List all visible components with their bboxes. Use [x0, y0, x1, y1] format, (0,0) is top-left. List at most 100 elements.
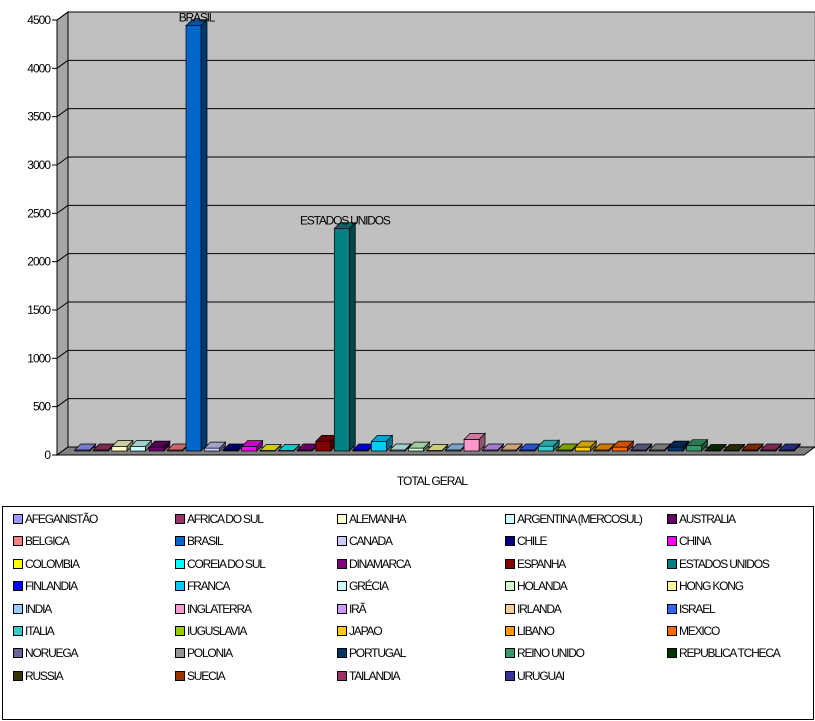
legend-item: COLOMBIA — [13, 556, 80, 572]
legend-item: REPUBLICA TCHECA — [667, 645, 781, 661]
legend-label: IRLANDA — [517, 601, 562, 616]
bar-top — [481, 443, 505, 451]
legend-swatch — [505, 603, 515, 614]
legend-swatch — [505, 558, 515, 569]
bar-front — [111, 446, 128, 452]
legend-swatch — [13, 648, 23, 659]
legend-label: CANADA — [349, 534, 393, 549]
legend-swatch — [505, 536, 515, 547]
legend-item: CANADA — [337, 533, 393, 549]
bar-top — [500, 443, 523, 451]
legend-swatch — [175, 670, 185, 681]
bar-top — [277, 444, 301, 451]
legend-item: JAPAO — [337, 623, 383, 639]
legend-item: COREIA DO SUL — [175, 556, 266, 572]
legend-label: CHILE — [517, 534, 548, 549]
legend-label: REINO UNIDO — [517, 646, 585, 661]
legend-swatch — [13, 670, 23, 681]
legend-swatch — [667, 536, 677, 547]
bar-top — [611, 440, 635, 448]
legend-label: REPUBLICA TCHECA — [679, 646, 781, 661]
bar-noruega — [630, 443, 653, 452]
legend-swatch — [13, 581, 23, 592]
bar-portugal — [667, 440, 690, 452]
legend-swatch — [175, 648, 185, 659]
legend-swatch — [667, 581, 677, 592]
bar-top — [129, 440, 153, 447]
legend-label: AFRICA DO SUL — [187, 512, 264, 526]
legend-item: PORTUGAL — [337, 645, 406, 661]
bar-front — [463, 439, 480, 452]
y-tick-label: 4000 — [27, 61, 51, 75]
legend-label: MEXICO — [679, 624, 720, 638]
legend-label: ALEMANHA — [349, 512, 407, 526]
bars — [73, 18, 802, 452]
plot-walls — [55, 11, 815, 456]
bar-front — [148, 446, 165, 452]
legend-item: HONG KONG — [667, 578, 744, 594]
legend-swatch — [13, 558, 23, 569]
bar-inglaterra — [463, 432, 486, 452]
gridline-depth — [56, 156, 69, 166]
legend-label: JAPAO — [349, 624, 383, 638]
gridline-depth — [56, 108, 69, 118]
bar-front — [185, 25, 202, 452]
legend-item: CHILE — [505, 533, 548, 549]
side-wall — [56, 11, 69, 456]
y-tick-label: 500 — [33, 400, 51, 414]
legend-label: AUSTRALIA — [679, 512, 736, 526]
legend-item: IRLANDA — [505, 601, 562, 617]
bar-top — [111, 440, 134, 447]
bar-top — [426, 444, 449, 451]
legend-item: CHINA — [667, 533, 712, 549]
legend-swatch — [175, 558, 185, 569]
legend-item: GRÉCIA — [337, 578, 389, 594]
legend-item: IUGUSLAVIA — [175, 623, 247, 639]
bar-holanda — [407, 441, 431, 452]
legend-item: NORUEGA — [13, 645, 78, 661]
legend-item: MEXICO — [667, 623, 720, 639]
legend-swatch — [505, 670, 515, 681]
legend-label: ARGENTINA (MERCOSUL) — [517, 512, 643, 526]
y-tick-label: 2000 — [27, 255, 51, 269]
legend-swatch — [337, 603, 347, 614]
legend-swatch — [337, 670, 347, 681]
legend-label: COLOMBIA — [25, 556, 80, 571]
bar-top — [574, 440, 598, 448]
legend-item: INDIA — [13, 601, 52, 617]
gridline-depth — [56, 349, 69, 359]
data-label: BRASIL — [179, 11, 216, 25]
y-tick-label: 4500 — [27, 13, 51, 27]
x-axis-label: TOTAL GERAL — [397, 474, 468, 488]
legend-item: RUSSIA — [13, 668, 64, 684]
bar-argentina-mercosul- — [129, 439, 153, 452]
bar-hong-kong — [426, 443, 449, 452]
legend-swatch — [13, 536, 23, 547]
legend-swatch — [175, 603, 185, 614]
bar-front — [315, 440, 332, 452]
legend-swatch — [175, 626, 185, 636]
bar-australia — [148, 440, 171, 452]
bar-top — [333, 222, 357, 230]
legend-swatch — [337, 648, 347, 659]
legend-label: AFEGANISTÃO — [25, 512, 98, 526]
legend-swatch — [337, 581, 347, 592]
y-tick-label: 1000 — [27, 351, 51, 365]
legend-item: ISRAEL — [667, 601, 716, 617]
bar-top — [203, 441, 227, 449]
legend-label: IUGUSLAVIA — [187, 624, 247, 638]
legend-swatch — [13, 626, 23, 636]
legend-label: HOLANDA — [517, 579, 568, 594]
legend-item: ESTADOS UNIDOS — [667, 556, 770, 572]
bar-franca — [370, 434, 394, 452]
legend-item: AUSTRALIA — [667, 511, 736, 527]
gridline-depth — [56, 398, 69, 408]
legend-label: URUGUAI — [517, 668, 565, 683]
bar-top — [370, 434, 394, 442]
bar-front — [574, 446, 591, 452]
legend-swatch — [337, 626, 347, 636]
legend-label: DINAMARCA — [349, 556, 411, 571]
legend-item: FINLANDIA — [13, 578, 78, 594]
legend-label: ESPANHA — [517, 556, 566, 571]
legend-swatch — [667, 603, 677, 614]
